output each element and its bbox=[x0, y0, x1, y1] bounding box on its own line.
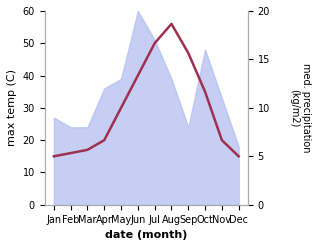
X-axis label: date (month): date (month) bbox=[105, 230, 187, 240]
Y-axis label: med. precipitation
(kg/m2): med. precipitation (kg/m2) bbox=[289, 63, 311, 153]
Y-axis label: max temp (C): max temp (C) bbox=[7, 69, 17, 146]
